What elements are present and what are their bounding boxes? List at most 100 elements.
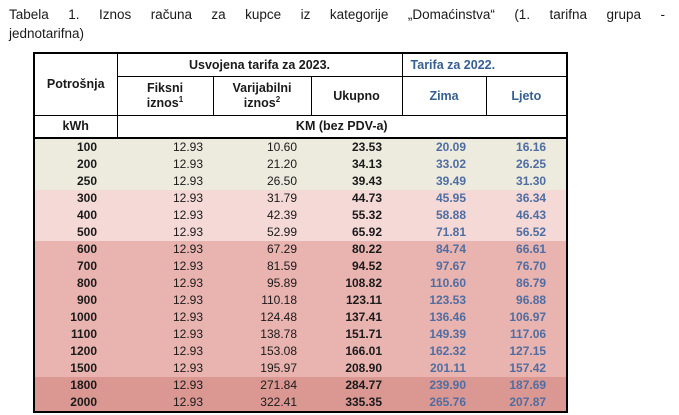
- cell-variable-amount: 67.29: [266, 242, 297, 257]
- cell-total: 108.82: [345, 276, 383, 291]
- document-title-line2: jednotarifna): [9, 25, 85, 41]
- cell-summer: 66.61: [516, 242, 547, 257]
- cell-variable-amount: 153.08: [260, 344, 297, 359]
- cell-fixed-amount: 12.93: [172, 259, 203, 274]
- cell-fixed-amount: 12.93: [172, 395, 203, 410]
- table-row: 600 12.93 67.29 80.22 84.74 66.61: [34, 240, 568, 258]
- cell-summer: 36.34: [516, 191, 547, 206]
- table-row: 1500 12.93 195.97 208.90 201.11 157.42: [34, 359, 568, 377]
- cell-fixed-amount: 12.93: [172, 225, 203, 240]
- cell-variable-amount: 21.20: [266, 157, 297, 172]
- cell-total: 166.01: [345, 344, 383, 359]
- table-row: 700 12.93 81.59 94.52 97.67 76.70: [34, 257, 568, 275]
- cell-winter: 45.95: [436, 191, 467, 206]
- cell-total: 34.13: [352, 157, 383, 172]
- cell-consumption: 600: [76, 242, 97, 257]
- table-row: 400 12.93 42.39 55.32 58.88 46.43: [34, 206, 568, 224]
- cell-fixed-amount: 12.93: [172, 174, 203, 189]
- cell-fixed-amount: 12.93: [172, 293, 203, 308]
- table-row: 500 12.93 52.99 65.92 71.81 56.52: [34, 223, 568, 241]
- cell-variable-amount: 322.41: [260, 395, 297, 410]
- cell-total: 94.52: [352, 259, 383, 274]
- header-group-tariff-2022: Tarifa za 2022.: [401, 52, 568, 77]
- header-summer: Ljeto: [485, 75, 568, 116]
- cell-winter: 110.60: [429, 276, 467, 291]
- cell-variable-amount: 110.18: [261, 293, 297, 308]
- cell-winter: 201.11: [429, 361, 467, 376]
- cell-summer: 86.79: [516, 276, 547, 291]
- cell-summer: 207.87: [509, 395, 547, 410]
- table-row: 800 12.93 95.89 108.82 110.60 86.79: [34, 274, 568, 292]
- cell-variable-amount: 81.59: [266, 259, 297, 274]
- cell-winter: 71.81: [436, 225, 467, 240]
- cell-fixed-amount: 12.93: [172, 327, 203, 342]
- cell-summer: 56.52: [516, 225, 547, 240]
- cell-summer: 187.69: [509, 378, 547, 393]
- table-row: 300 12.93 31.79 44.73 45.95 36.34: [34, 189, 568, 207]
- cell-variable-amount: 124.48: [260, 310, 297, 325]
- cell-summer: 157.42: [509, 361, 547, 376]
- cell-total: 23.53: [352, 140, 383, 155]
- footnote-ref-1: 1: [178, 95, 184, 105]
- cell-variable-amount: 138.78: [260, 327, 297, 342]
- cell-summer: 127.15: [509, 344, 547, 359]
- cell-summer: 26.25: [516, 157, 547, 172]
- cell-winter: 136.46: [429, 310, 467, 325]
- document-title-line1: Tabela 1. Iznos računa za kupce iz kateg…: [9, 7, 665, 22]
- cell-total: 208.90: [345, 361, 383, 376]
- table-header: Potrošnja Usvojena tarifa za 2023. Tarif…: [33, 52, 568, 139]
- cell-variable-amount: 195.97: [260, 361, 297, 376]
- footnote-ref-2: 2: [275, 95, 281, 105]
- cell-fixed-amount: 12.93: [172, 242, 203, 257]
- header-winter: Zima: [401, 75, 487, 116]
- cell-winter: 265.76: [429, 395, 467, 410]
- cell-winter: 33.02: [436, 157, 467, 172]
- cell-consumption: 500: [76, 225, 97, 240]
- cell-consumption: 250: [76, 174, 97, 189]
- cell-summer: 106.97: [509, 310, 547, 325]
- cell-total: 55.32: [352, 208, 383, 223]
- unit-kwh: kWh: [33, 114, 118, 139]
- cell-consumption: 300: [76, 191, 97, 206]
- cell-consumption: 1100: [70, 327, 97, 342]
- cell-consumption: 100: [76, 140, 97, 155]
- cell-variable-amount: 10.60: [266, 140, 297, 155]
- unit-km-without-vat: KM (bez PDV-a): [116, 114, 568, 139]
- cell-winter: 58.88: [436, 208, 467, 223]
- cell-summer: 96.88: [516, 293, 547, 308]
- table-row: 1800 12.93 271.84 284.77 239.90 187.69: [34, 376, 568, 394]
- cell-winter: 149.39: [429, 327, 467, 342]
- cell-fixed-amount: 12.93: [172, 310, 203, 325]
- cell-total: 137.41: [345, 310, 383, 325]
- cell-consumption: 200: [76, 157, 97, 172]
- cell-fixed-amount: 12.93: [172, 344, 203, 359]
- cell-consumption: 1500: [70, 361, 97, 376]
- cell-variable-amount: 271.84: [260, 378, 297, 393]
- cell-summer: 46.43: [516, 208, 547, 223]
- table-row: 1200 12.93 153.08 166.01 162.32 127.15: [34, 342, 568, 360]
- cell-total: 44.73: [352, 191, 383, 206]
- cell-variable-amount: 31.79: [266, 191, 297, 206]
- table-body: 100 12.93 10.60 23.53 20.09 16.16 200 12…: [34, 137, 568, 412]
- cell-winter: 239.90: [429, 378, 467, 393]
- cell-variable-amount: 52.99: [266, 225, 297, 240]
- table-row: 200 12.93 21.20 34.13 33.02 26.25: [34, 155, 568, 173]
- cell-fixed-amount: 12.93: [172, 378, 203, 393]
- cell-total: 123.11: [345, 293, 383, 308]
- cell-fixed-amount: 12.93: [172, 140, 203, 155]
- header-consumption: Potrošnja: [33, 52, 118, 116]
- cell-winter: 39.49: [436, 174, 467, 189]
- cell-consumption: 700: [76, 259, 97, 274]
- table-row: 100 12.93 10.60 23.53 20.09 16.16: [34, 137, 568, 156]
- cell-summer: 16.16: [516, 140, 547, 155]
- cell-total: 65.92: [352, 225, 383, 240]
- cell-fixed-amount: 12.93: [172, 191, 203, 206]
- cell-total: 151.71: [345, 327, 383, 342]
- cell-summer: 76.70: [516, 259, 547, 274]
- cell-winter: 20.09: [436, 140, 467, 155]
- header-variable-amount: Varijabilni iznos2: [212, 75, 312, 116]
- cell-variable-amount: 95.89: [266, 276, 297, 291]
- header-total: Ukupno: [310, 75, 403, 116]
- table-row: 1100 12.93 138.78 151.71 149.39 117.06: [34, 325, 568, 343]
- cell-consumption: 400: [76, 208, 97, 223]
